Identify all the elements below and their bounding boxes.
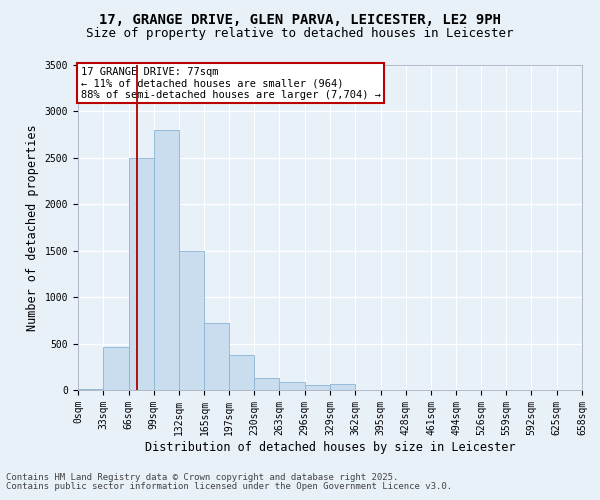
Bar <box>78 388 103 390</box>
Text: 17 GRANGE DRIVE: 77sqm
← 11% of detached houses are smaller (964)
88% of semi-de: 17 GRANGE DRIVE: 77sqm ← 11% of detached… <box>80 66 380 100</box>
Bar <box>205 323 229 390</box>
Text: Size of property relative to detached houses in Leicester: Size of property relative to detached ho… <box>86 28 514 40</box>
Text: Contains HM Land Registry data © Crown copyright and database right 2025.: Contains HM Land Registry data © Crown c… <box>6 474 398 482</box>
Bar <box>330 384 355 390</box>
Bar <box>305 385 330 390</box>
Bar <box>128 158 154 390</box>
Text: Contains public sector information licensed under the Open Government Licence v3: Contains public sector information licen… <box>6 482 452 491</box>
X-axis label: Distribution of detached houses by size in Leicester: Distribution of detached houses by size … <box>145 440 515 454</box>
Text: 17, GRANGE DRIVE, GLEN PARVA, LEICESTER, LE2 9PH: 17, GRANGE DRIVE, GLEN PARVA, LEICESTER,… <box>99 12 501 26</box>
Bar <box>179 250 205 390</box>
Bar <box>229 354 254 390</box>
Bar <box>103 348 128 390</box>
Bar <box>254 378 280 390</box>
Bar <box>154 130 179 390</box>
Bar <box>280 382 305 390</box>
Y-axis label: Number of detached properties: Number of detached properties <box>26 124 39 331</box>
